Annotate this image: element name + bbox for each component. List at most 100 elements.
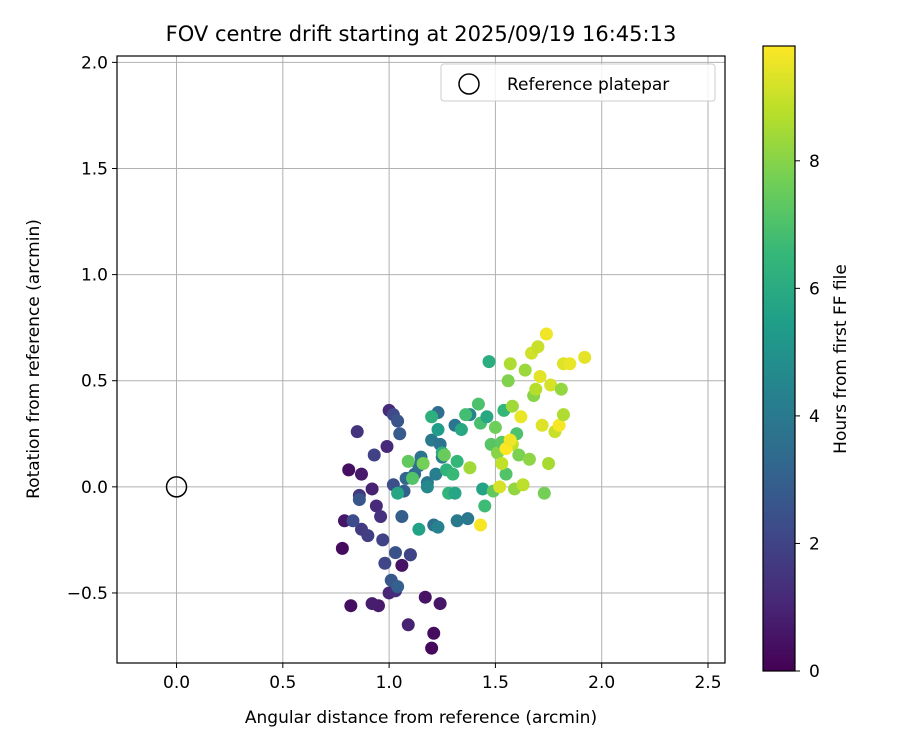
data-point	[342, 463, 356, 477]
y-tick-label: 0.0	[81, 478, 108, 498]
data-point	[365, 597, 379, 611]
data-point	[450, 454, 464, 468]
data-point	[401, 618, 415, 632]
y-tick-label: 0.5	[81, 372, 108, 392]
data-point	[578, 350, 592, 364]
data-point	[335, 541, 349, 555]
x-tick-label: 0.5	[269, 673, 296, 693]
data-point	[531, 340, 545, 354]
data-point	[378, 556, 392, 570]
data-point	[542, 456, 556, 470]
data-point	[369, 499, 383, 513]
data-point	[420, 480, 434, 494]
data-point	[537, 486, 551, 500]
data-point	[350, 425, 364, 439]
data-point	[516, 478, 530, 492]
data-point	[412, 522, 426, 536]
data-point	[552, 418, 566, 432]
data-point	[427, 626, 441, 640]
data-point	[433, 597, 447, 611]
legend-label-reference: Reference platepar	[507, 75, 669, 95]
data-point	[518, 363, 532, 377]
data-point	[476, 482, 490, 496]
data-point	[488, 420, 502, 434]
colorbar-tick-label: 0	[809, 662, 820, 682]
x-tick-label: 2.5	[694, 673, 721, 693]
data-point	[459, 408, 473, 422]
colorbar-label: Hours from first FF file	[831, 264, 851, 454]
x-axis-label: Angular distance from reference (arcmin)	[245, 708, 597, 728]
x-axis-ticks: 0.0 0.5 1.0 1.5 2.0 2.5	[163, 663, 722, 693]
data-point	[361, 529, 375, 543]
data-point	[471, 397, 485, 411]
data-point	[416, 456, 430, 470]
data-point	[512, 448, 526, 462]
data-point	[499, 467, 513, 481]
data-point	[480, 410, 494, 424]
data-point	[437, 448, 451, 462]
x-tick-label: 0.0	[163, 673, 190, 693]
data-point	[431, 520, 445, 534]
data-point	[544, 378, 558, 392]
grid	[117, 56, 725, 663]
data-point	[495, 456, 509, 470]
x-tick-label: 1.5	[482, 673, 509, 693]
data-point	[446, 467, 460, 481]
data-point	[482, 355, 496, 369]
colorbar-tick-label: 4	[809, 407, 820, 427]
data-point	[454, 423, 468, 437]
data-point	[393, 427, 407, 441]
data-point	[418, 590, 432, 604]
data-point	[556, 408, 570, 422]
data-point	[448, 486, 462, 500]
data-point	[391, 580, 405, 594]
data-point	[367, 448, 381, 462]
data-point	[431, 423, 445, 437]
plot-frame	[116, 55, 726, 664]
data-point	[352, 493, 366, 507]
colorbar-tick-label: 2	[809, 534, 820, 554]
data-point	[501, 374, 515, 388]
data-point	[474, 518, 488, 532]
data-points	[335, 327, 592, 655]
chart-title: FOV centre drift starting at 2025/09/19 …	[166, 22, 677, 46]
data-point	[405, 471, 419, 485]
data-point	[450, 514, 464, 528]
data-point	[344, 599, 358, 613]
x-tick-label: 1.0	[376, 673, 403, 693]
y-tick-label: −0.5	[67, 584, 108, 604]
data-point	[554, 382, 568, 396]
colorbar-gradient	[762, 45, 796, 672]
data-point	[403, 548, 417, 562]
data-point	[503, 433, 517, 447]
data-point	[563, 357, 577, 371]
legend: Reference platepar	[440, 63, 716, 102]
data-point	[505, 399, 519, 413]
data-point	[380, 440, 394, 454]
data-point	[401, 454, 415, 468]
y-tick-label: 2.0	[81, 53, 108, 73]
data-point	[388, 546, 402, 560]
data-point	[529, 382, 543, 396]
legend-reference-marker	[458, 73, 480, 95]
data-point	[533, 369, 547, 383]
data-point	[539, 327, 553, 341]
data-point	[425, 641, 439, 655]
data-point	[346, 514, 360, 528]
data-point	[461, 512, 475, 526]
data-point	[391, 414, 405, 428]
data-point	[535, 418, 549, 432]
colorbar-tick-label: 6	[809, 279, 820, 299]
data-point	[514, 410, 528, 424]
data-point	[395, 558, 409, 572]
data-point	[395, 510, 409, 524]
colorbar: 0 2 4 6 8 Hours from first FF file	[762, 45, 851, 682]
y-tick-label: 1.5	[81, 159, 108, 179]
data-point	[425, 410, 439, 424]
data-point	[354, 467, 368, 481]
data-point	[391, 486, 405, 500]
data-point	[478, 499, 492, 513]
data-point	[429, 467, 443, 481]
data-point	[493, 480, 507, 494]
